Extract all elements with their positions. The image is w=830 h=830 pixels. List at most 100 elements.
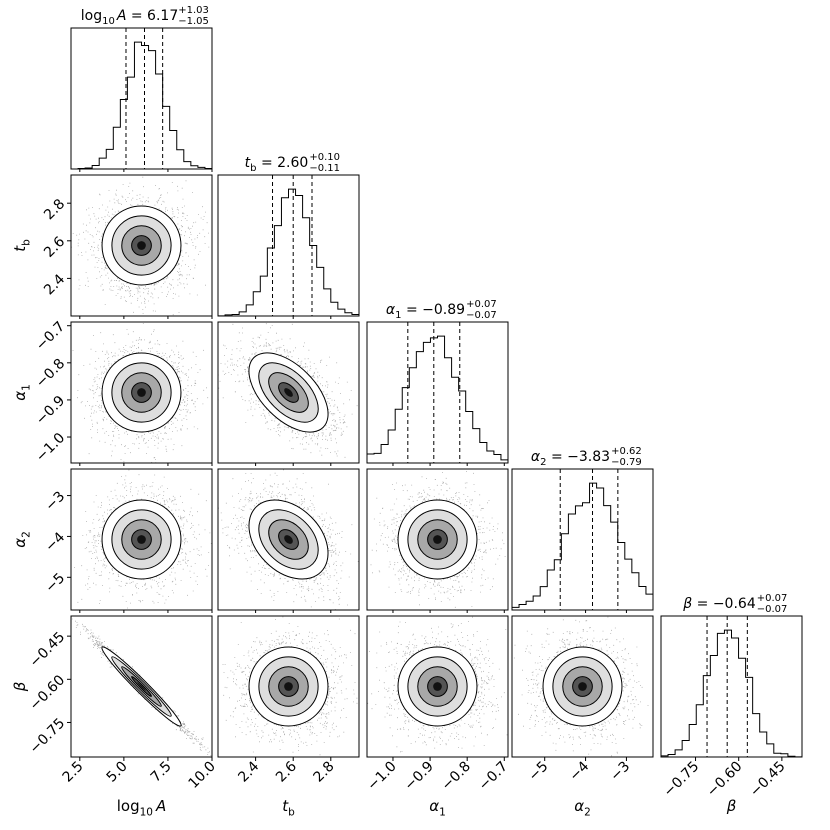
histogram-panel-beta: β = −0.64 +0.07−0.07	[660, 593, 803, 758]
x-tick-label: 5.0	[104, 759, 131, 786]
scatter-panel-a1-vs-logA	[70, 321, 213, 464]
histogram-panel-logA: log10 A = 6.17 +1.03−1.05	[70, 5, 213, 170]
x-axis-tb: 2.4 2.6 2.8 tb	[235, 757, 338, 819]
y-tick-label: 2.8	[41, 196, 68, 223]
histogram-step-beta	[660, 629, 803, 758]
param-title-plus: +0.62	[611, 446, 642, 457]
y-tick-label: −0.45	[27, 629, 69, 671]
density-peak	[433, 682, 442, 691]
scatter-panel-tb-vs-logA	[70, 174, 213, 317]
y-tick-label: −4	[42, 529, 68, 555]
y-tick-label: −0.8	[33, 356, 68, 391]
scatter-panel-a2-vs-logA	[70, 468, 213, 611]
y-axis-label-tb: tb	[11, 239, 33, 252]
param-title-a2: α2 = −3.83	[531, 449, 610, 468]
density-peak	[284, 388, 293, 397]
x-tick-label: 2.8	[311, 759, 338, 786]
scatter-points	[512, 616, 653, 757]
scatter-panel-a1-vs-tb	[217, 321, 360, 464]
x-axis-beta: −0.75 −0.60 −0.45 β	[661, 757, 789, 815]
param-title-minus: −0.11	[309, 163, 340, 174]
histogram-panel-tb: tb = 2.60 +0.10−0.11	[217, 152, 360, 317]
histogram-step-tb	[217, 188, 360, 317]
panel-frame	[511, 468, 654, 611]
panel-frame	[70, 615, 213, 758]
y-axis-tb: 2.4 2.6 2.8 tb	[11, 196, 71, 298]
y-axis-a2: −5 −4 −3 α2	[11, 488, 71, 596]
density-peak	[433, 535, 442, 544]
scatter-panel-beta-vs-logA	[70, 615, 213, 758]
x-axis-label-beta: β	[726, 797, 737, 815]
param-title-plus: +1.03	[178, 5, 209, 16]
param-title-beta: β = −0.64	[682, 596, 756, 612]
x-axis-label-tb: tb	[282, 797, 295, 819]
x-tick-label: −0.60	[704, 759, 746, 801]
y-tick-label: 2.6	[41, 234, 68, 261]
y-tick-label: −0.75	[27, 715, 69, 757]
x-axis-a1: −1.0 −0.9 −0.8 −0.7 α1	[364, 757, 511, 819]
param-title-plus: +0.07	[466, 299, 497, 310]
panel-frame	[217, 321, 360, 464]
x-axis-label-logA: log10 A	[117, 797, 167, 819]
panel-frame	[217, 468, 360, 611]
scatter-panel-beta-vs-a2	[511, 615, 654, 758]
panel-frame	[366, 321, 509, 464]
histogram-step-logA	[71, 41, 213, 170]
x-tick-label: 2.4	[235, 758, 262, 785]
density-peak	[137, 682, 146, 691]
x-tick-label: −1.0	[364, 759, 399, 794]
panel-frame	[366, 615, 509, 758]
x-axis-a2: −5 −4 −3 α2	[526, 757, 633, 819]
x-tick-label: −0.7	[476, 759, 511, 794]
panel-frame	[70, 174, 213, 317]
x-axis-logA: 2.5 5.0 7.5 10.0 log10 A	[60, 757, 219, 819]
scatter-panel-a2-vs-tb	[217, 468, 360, 611]
scatter-panel-beta-vs-a1	[366, 615, 509, 758]
density-peak	[284, 682, 293, 691]
scatter-points	[71, 176, 210, 316]
x-tick-label: −0.8	[439, 759, 474, 794]
histogram-step-a1	[366, 335, 509, 463]
y-axis-beta: −0.75−0.60−0.45 β	[11, 629, 71, 757]
x-tick-label: −3	[607, 759, 633, 785]
x-tick-label: −0.9	[402, 759, 437, 794]
x-tick-label: −0.45	[747, 759, 789, 801]
density-peak	[137, 388, 146, 397]
x-tick-label: 7.5	[148, 759, 175, 786]
param-title-plus: +0.07	[757, 593, 788, 604]
param-title-minus: −1.05	[178, 16, 209, 27]
param-title-minus: −0.79	[611, 457, 642, 468]
x-tick-label: 2.6	[273, 758, 300, 785]
y-axis-a1: −1.0−0.9−0.8−0.7 α1	[11, 319, 71, 465]
y-tick-label: 2.4	[41, 271, 68, 298]
scatter-panel-a2-vs-a1	[366, 468, 509, 611]
panel-frame	[217, 174, 360, 317]
panel-frame	[660, 615, 803, 758]
y-tick-label: −3	[42, 488, 68, 514]
histogram-panel-a1: α1 = −0.89 +0.07−0.07	[366, 299, 509, 464]
x-tick-label: 10.0	[185, 759, 218, 792]
y-tick-label: −0.9	[33, 393, 68, 428]
histogram-step-a2	[511, 482, 654, 610]
x-axis-label-a1: α1	[429, 797, 446, 819]
panel-frame	[217, 615, 360, 758]
y-axis-label-beta: β	[11, 681, 29, 692]
param-title-minus: −0.07	[757, 604, 788, 615]
x-tick-label: −5	[526, 759, 552, 785]
panel-frame	[70, 468, 213, 611]
x-tick-label: 2.5	[60, 759, 87, 786]
panel-frame	[70, 27, 213, 170]
density-peak	[284, 535, 293, 544]
x-axis-label-a2: α2	[574, 797, 591, 819]
x-tick-label: −4	[566, 758, 592, 784]
y-tick-label: −0.7	[33, 319, 68, 354]
param-title-a1: α1 = −0.89	[386, 302, 465, 321]
param-title-minus: −0.07	[466, 310, 497, 321]
panel-frame	[511, 615, 654, 758]
density-peak	[137, 241, 146, 250]
y-axis-label-a2: α2	[11, 531, 33, 548]
panel-frame	[366, 468, 509, 611]
param-title-plus: +0.10	[309, 152, 340, 163]
y-tick-label: −1.0	[33, 430, 68, 465]
